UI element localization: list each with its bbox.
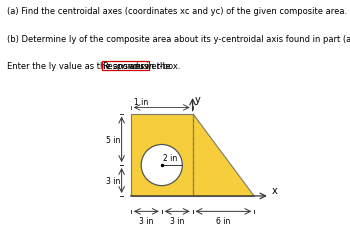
- Text: answer-box.: answer-box.: [127, 62, 181, 71]
- Text: 5 in: 5 in: [106, 135, 120, 144]
- Text: y: y: [195, 95, 201, 105]
- Polygon shape: [193, 114, 254, 196]
- Text: Enter the Iy value as the answer in the: Enter the Iy value as the answer in the: [7, 62, 173, 71]
- Text: 3 in: 3 in: [139, 216, 154, 225]
- Text: x: x: [272, 185, 278, 195]
- Text: 3 in: 3 in: [170, 216, 184, 225]
- Text: 3 in: 3 in: [106, 176, 120, 185]
- Text: (a) Find the centroidal axes (coordinates xc and yc) of the given composite area: (a) Find the centroidal axes (coordinate…: [7, 7, 347, 16]
- Bar: [131, 114, 193, 196]
- Text: 6 in: 6 in: [216, 216, 231, 225]
- Text: 1 in: 1 in: [134, 98, 148, 107]
- Text: Respondus: Respondus: [102, 62, 148, 71]
- Text: (b) Determine Iy of the composite area about its y-centroidal axis found in part: (b) Determine Iy of the composite area a…: [7, 35, 350, 43]
- Text: 2 in: 2 in: [163, 153, 177, 162]
- Circle shape: [141, 145, 182, 186]
